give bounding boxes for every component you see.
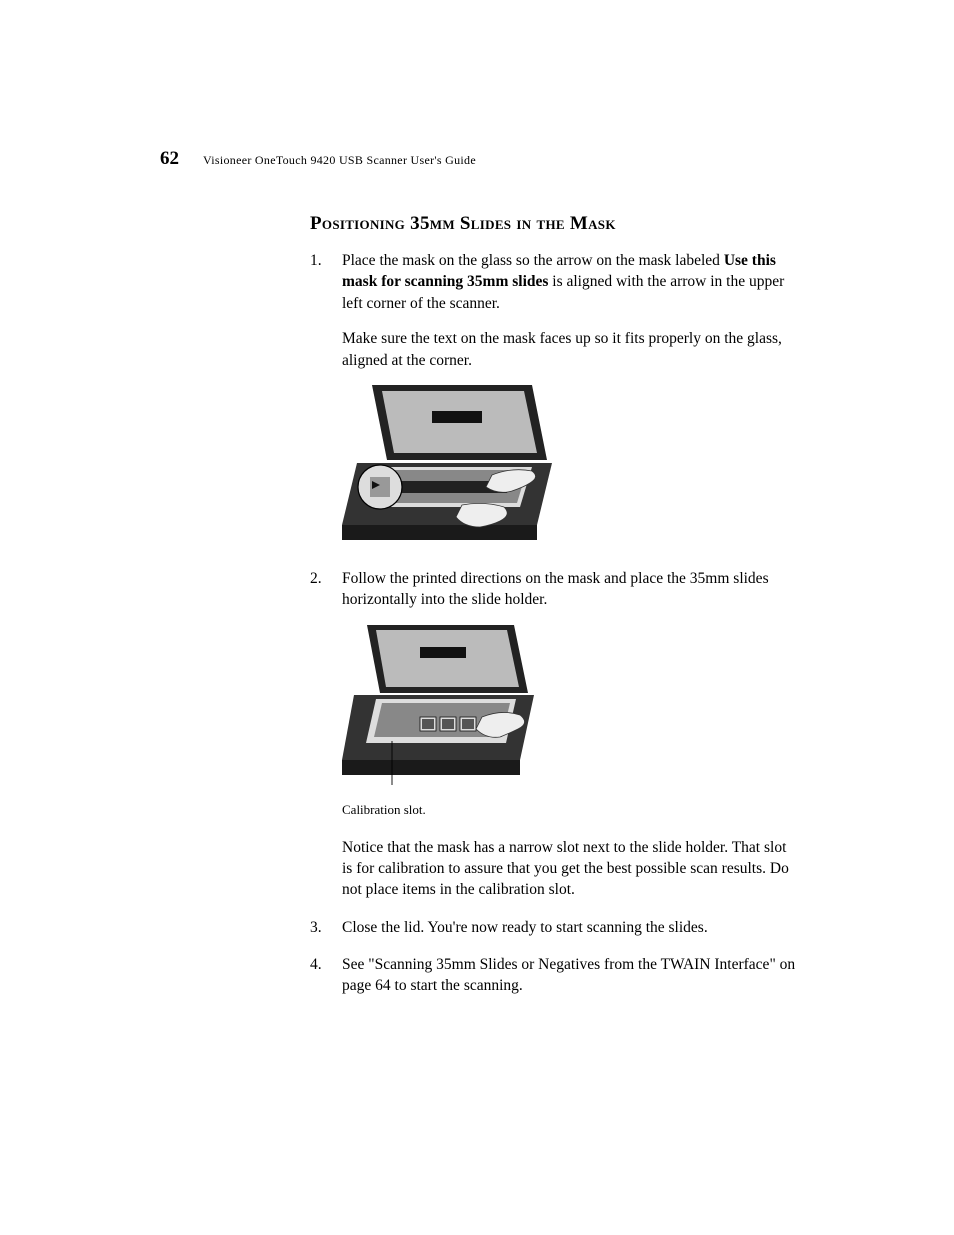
body-content: Place the mask on the glass so the arrow…	[310, 250, 800, 1013]
step-4-para: See "Scanning 35mm Slides or Negatives f…	[342, 954, 800, 997]
step-1-para-1: Place the mask on the glass so the arrow…	[342, 250, 800, 314]
step-1-text-a: Place the mask on the glass so the arrow…	[342, 252, 724, 269]
step-3: Close the lid. You're now ready to start…	[310, 917, 800, 938]
step-3-para: Close the lid. You're now ready to start…	[342, 917, 800, 938]
steps-list: Place the mask on the glass so the arrow…	[310, 250, 800, 997]
step-1: Place the mask on the glass so the arrow…	[310, 250, 800, 550]
section-heading: Positioning 35mm Slides in the Mask	[310, 213, 616, 235]
figure-2: Calibration slot.	[342, 625, 800, 819]
step-2: Follow the printed directions on the mas…	[310, 568, 800, 901]
step-2-para-2: Notice that the mask has a narrow slot n…	[342, 837, 800, 901]
step-2-para-1: Follow the printed directions on the mas…	[342, 568, 800, 611]
step-1-para-2: Make sure the text on the mask faces up …	[342, 328, 800, 371]
scanner-illustration-1-icon	[342, 385, 562, 550]
page-number: 62	[160, 148, 179, 170]
step-4: See "Scanning 35mm Slides or Negatives f…	[310, 954, 800, 997]
figure-1	[342, 385, 800, 550]
scanner-illustration-2-icon	[342, 625, 542, 795]
running-title: Visioneer OneTouch 9420 USB Scanner User…	[203, 153, 476, 168]
page-header: 62 Visioneer OneTouch 9420 USB Scanner U…	[160, 148, 794, 170]
figure-2-caption: Calibration slot.	[342, 801, 800, 819]
